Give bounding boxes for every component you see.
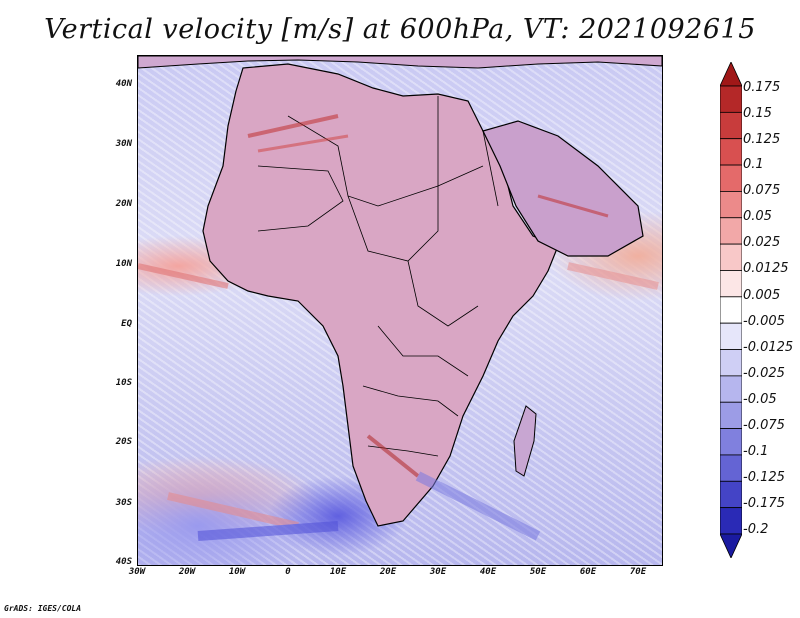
colorbar-swatch xyxy=(720,533,742,558)
colorbar-label: -0.025 xyxy=(743,366,785,381)
y-tick-eq: EQ xyxy=(121,319,132,329)
colorbar-label: 0.15 xyxy=(743,106,772,121)
colorbar-label: 0.175 xyxy=(743,80,781,95)
colorbar-swatch xyxy=(720,243,742,271)
colorbar-label: 0.005 xyxy=(743,288,781,303)
colorbar-label: -0.005 xyxy=(743,314,785,329)
colorbar-swatch xyxy=(720,428,742,456)
y-tick-10s: 10S xyxy=(115,378,132,388)
colorbar-label: -0.05 xyxy=(743,392,777,407)
colorbar-swatch xyxy=(720,191,742,219)
colorbar-swatch xyxy=(720,270,742,298)
colorbar-label: -0.2 xyxy=(743,522,769,537)
velocity-streaks xyxy=(138,114,659,541)
x-tick-50e: 50E xyxy=(529,567,547,577)
colorbar-label: 0.1 xyxy=(743,157,764,172)
x-tick-60e: 60E xyxy=(579,567,597,577)
colorbar-label: 0.0125 xyxy=(743,261,789,276)
colorbar-swatch xyxy=(720,401,742,429)
arabian-peninsula xyxy=(482,120,644,257)
colorbar-swatch xyxy=(720,296,742,324)
x-tick-30e: 30E xyxy=(429,567,447,577)
x-tick-0: 0 xyxy=(285,567,291,577)
colorbar-swatch xyxy=(720,217,742,245)
colorbar-swatch xyxy=(720,138,742,166)
y-tick-20n: 20N xyxy=(115,199,132,209)
madagascar xyxy=(513,405,537,477)
x-tick-20w: 20W xyxy=(178,567,196,577)
colorbar-label: -0.125 xyxy=(743,470,785,485)
x-tick-40e: 40E xyxy=(479,567,497,577)
x-tick-20e: 20E xyxy=(379,567,397,577)
colorbar-swatch xyxy=(720,85,742,113)
colorbar-swatch xyxy=(720,111,742,140)
y-tick-20s: 20S xyxy=(115,437,132,447)
colorbar xyxy=(720,62,742,558)
x-tick-10w: 10W xyxy=(228,567,246,577)
colorbar-label: 0.05 xyxy=(743,209,772,224)
colorbar-swatch xyxy=(720,454,742,482)
grads-credit: GrADS: IGES/COLA xyxy=(4,604,82,613)
colorbar-label: -0.075 xyxy=(743,418,785,433)
colorbar-label: 0.125 xyxy=(743,132,781,147)
y-tick-40s: 40S xyxy=(115,557,132,567)
y-tick-40n: 40N xyxy=(115,79,132,89)
map-svg xyxy=(138,56,662,541)
y-tick-10n: 10N xyxy=(115,259,132,269)
x-tick-30w: 30W xyxy=(128,567,146,577)
x-tick-70e: 70E xyxy=(629,567,647,577)
colorbar-swatch xyxy=(720,349,742,377)
colorbar-swatch xyxy=(720,164,742,192)
colorbar-swatch xyxy=(720,322,742,350)
colorbar-label: -0.1 xyxy=(743,444,769,459)
map-title: Vertical velocity [m/s] at 600hPa, VT: 2… xyxy=(44,14,756,45)
colorbar-swatch xyxy=(720,507,742,535)
colorbar-swatch xyxy=(720,480,742,509)
colorbar-label: -0.175 xyxy=(743,496,785,511)
colorbar-swatch xyxy=(720,62,742,87)
colorbar-label: 0.025 xyxy=(743,235,781,250)
colorbar-label: -0.0125 xyxy=(743,340,794,355)
y-tick-30s: 30S xyxy=(115,498,132,508)
x-tick-10e: 10E xyxy=(329,567,347,577)
colorbar-swatch xyxy=(720,375,742,403)
y-tick-30n: 30N xyxy=(115,139,132,149)
colorbar-label: 0.075 xyxy=(743,183,781,198)
map-plot-area xyxy=(137,55,663,566)
europe-coast xyxy=(138,56,662,69)
